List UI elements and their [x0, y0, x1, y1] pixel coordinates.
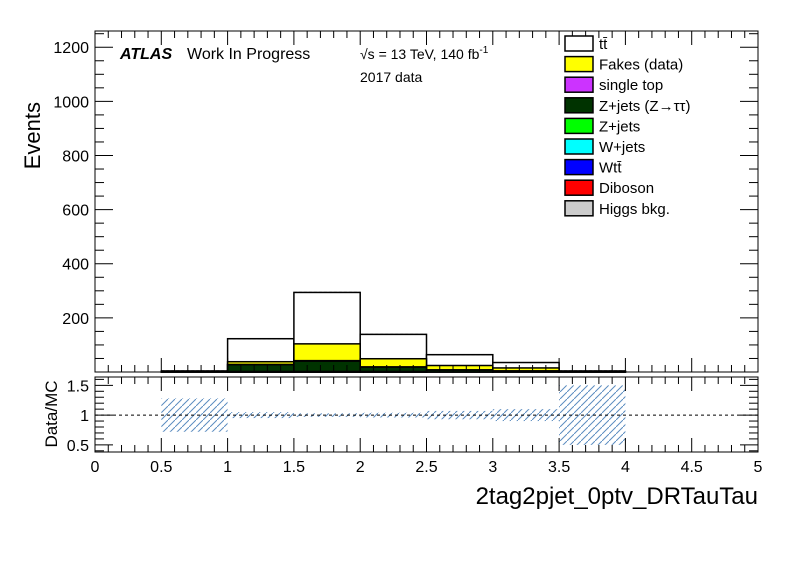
- xtick-label: 1.5: [283, 459, 305, 476]
- xtick-label: 3: [488, 459, 497, 476]
- xtick-label: 5: [754, 459, 763, 476]
- xtick-label: 4.5: [681, 459, 703, 476]
- legend-swatch: [565, 180, 593, 195]
- energy-label: √s = 13 TeV, 140 fb-1: [360, 45, 489, 62]
- stacked-histogram: [161, 292, 625, 372]
- legend-swatch: [565, 201, 593, 216]
- legend-label: Fakes (data): [599, 57, 683, 74]
- legend-item: single top: [565, 77, 663, 94]
- legend-swatch: [565, 77, 593, 92]
- legend-item: Diboson: [565, 180, 654, 197]
- ratio-ytick-label: 1.5: [67, 378, 89, 395]
- energy-superscript: -1: [479, 45, 488, 56]
- legend-item: Higgs bkg.: [565, 201, 670, 218]
- ratio-band: [360, 413, 426, 418]
- legend-item: Z+jets (Z→ττ): [565, 98, 690, 115]
- ratio-uncertainty-bands: [161, 385, 625, 445]
- legend-item: Fakes (data): [565, 57, 683, 74]
- ratio-band: [427, 411, 493, 419]
- xtick-label: 4: [621, 459, 630, 476]
- atlas-label: ATLAS: [119, 46, 172, 63]
- legend-label: Higgs bkg.: [599, 201, 670, 218]
- ratio-ytick-label: 1: [80, 408, 89, 425]
- legend-label: single top: [599, 77, 663, 94]
- y-axis-label-data-mc: Data/MC: [42, 380, 61, 447]
- main-ytick-label: 200: [62, 311, 89, 328]
- legend-label: Wtt̄: [599, 160, 622, 177]
- legend-label: W+jets: [599, 139, 645, 156]
- legend-swatch: [565, 57, 593, 72]
- ratio-band: [493, 409, 559, 421]
- main-ytick-label: 800: [62, 148, 89, 165]
- legend: tt̄ Fakes (data) single top Z+jets (Z→ττ) Z+…: [565, 36, 690, 218]
- bar-3-3: [294, 361, 360, 372]
- legend-label: Z+jets: [599, 118, 640, 135]
- ratio-y-tick-labels: 0.5 1 1.5: [67, 378, 89, 455]
- xtick-label: 1: [223, 459, 232, 476]
- x-axis-label: 2tag2pjet_0ptv_DRTauTau: [476, 483, 758, 510]
- legend-item: Wtt̄: [565, 160, 622, 177]
- xtick-label: 2.5: [415, 459, 437, 476]
- x-tick-labels: 0 0.5 1 1.5 2 2.5 3 3.5 4 4.5 5: [91, 459, 763, 476]
- xtick-label: 0.5: [150, 459, 172, 476]
- legend-item: tt̄: [565, 36, 608, 53]
- main-panel: 200 400 600 800 1000 1200 Events ATLAS Work I…: [20, 31, 758, 372]
- xtick-label: 0: [91, 459, 100, 476]
- main-ytick-label: 1200: [53, 40, 89, 57]
- main-ytick-label: 600: [62, 203, 89, 220]
- xtick-label: 3.5: [548, 459, 570, 476]
- legend-swatch: [565, 36, 593, 51]
- legend-label: Diboson: [599, 180, 654, 197]
- legend-item: W+jets: [565, 139, 645, 156]
- legend-swatch: [565, 118, 593, 133]
- legend-swatch: [565, 160, 593, 175]
- y-axis-label-events: Events: [20, 102, 45, 169]
- main-ytick-label: 1000: [53, 94, 89, 111]
- legend-swatch: [565, 98, 593, 113]
- xtick-label: 2: [356, 459, 365, 476]
- dataset-label: 2017 data: [360, 69, 422, 85]
- ratio-band: [294, 413, 360, 417]
- main-ytick-label: 400: [62, 257, 89, 274]
- legend-label: tt̄: [599, 36, 608, 53]
- legend-label: Z+jets (Z→ττ): [599, 98, 690, 115]
- legend-item: Z+jets: [565, 118, 640, 135]
- energy-text: √s = 13 TeV, 140 fb: [360, 46, 480, 62]
- ratio-ytick-label: 0.5: [67, 438, 89, 455]
- main-y-tick-labels: 200 400 600 800 1000 1200: [53, 40, 89, 328]
- work-in-progress-label: Work In Progress: [187, 46, 310, 63]
- legend-swatch: [565, 139, 593, 154]
